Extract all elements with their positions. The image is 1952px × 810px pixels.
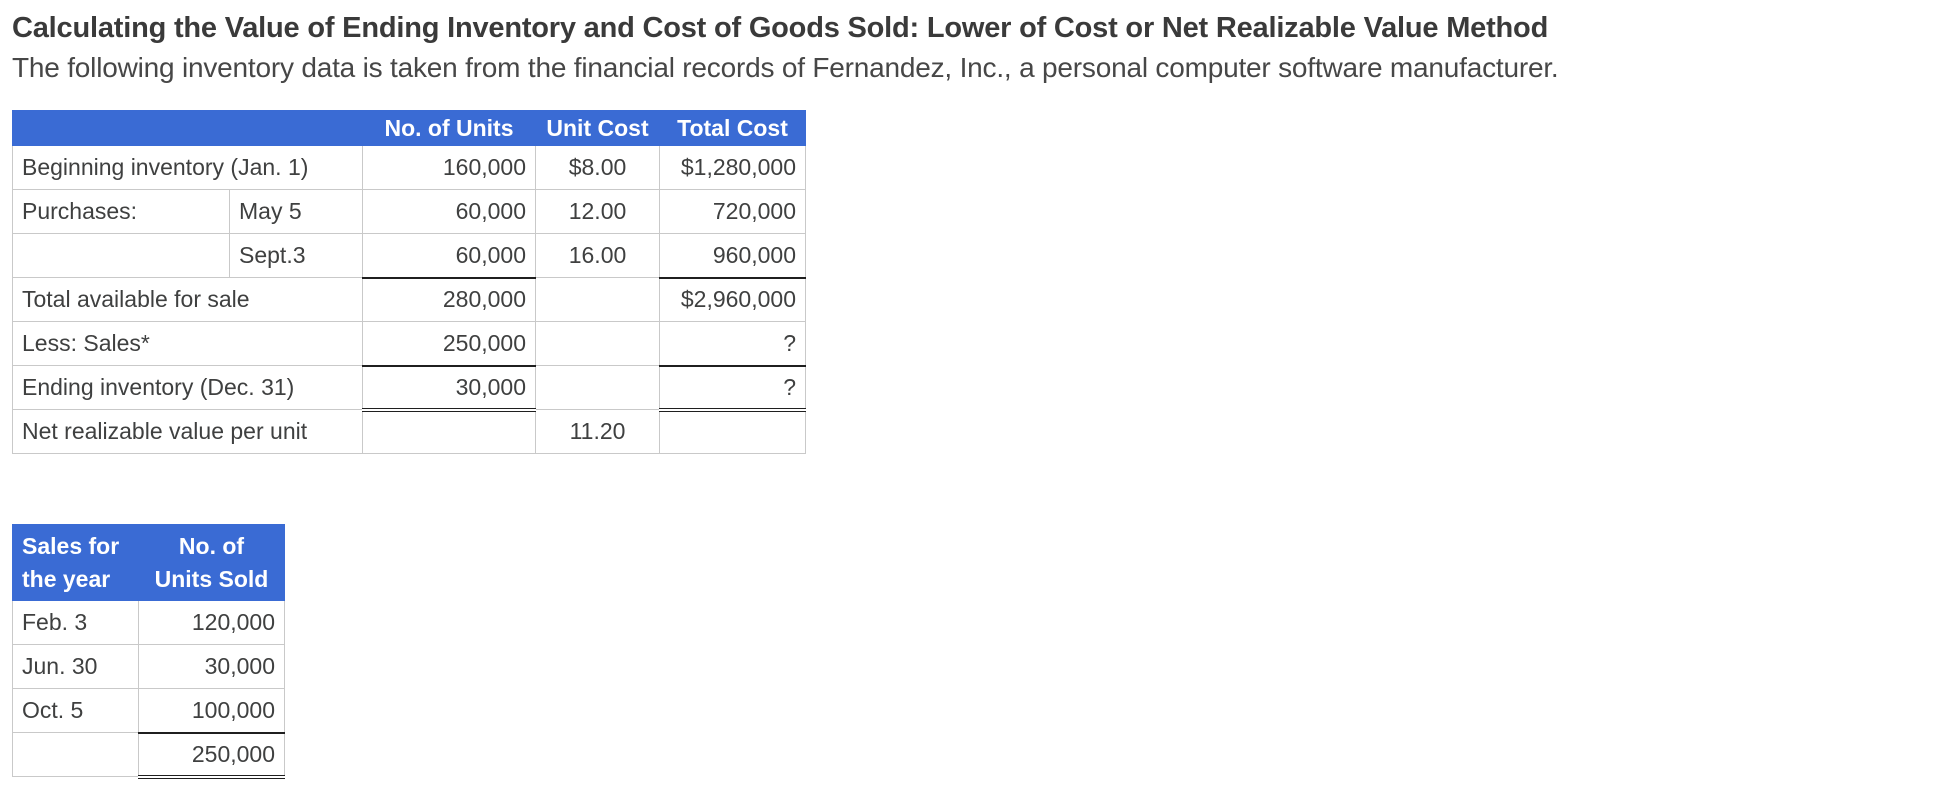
total-cost-cell: 960,000 <box>659 233 806 279</box>
sales-row-total: 250,000 <box>12 732 285 779</box>
inventory-header-units: No. of Units <box>362 110 536 146</box>
inventory-row-total-available: Total available for sale 280,000 $2,960,… <box>12 277 806 322</box>
page-content: Calculating the Value of Ending Inventor… <box>12 12 1559 779</box>
units-sold-cell: 100,000 <box>138 688 285 734</box>
page-title: Calculating the Value of Ending Inventor… <box>12 12 1549 44</box>
units-cell: 280,000 <box>362 277 536 322</box>
total-cost-cell: ? <box>659 365 806 412</box>
units-sold-cell: 120,000 <box>138 600 285 645</box>
units-cell: 250,000 <box>362 321 536 367</box>
unit-cost-cell: 11.20 <box>535 409 660 454</box>
units-sold-cell: 250,000 <box>138 732 285 779</box>
inventory-header-empty <box>12 110 363 146</box>
sale-date <box>12 732 139 777</box>
row-label: Purchases: <box>12 189 230 234</box>
sales-header-units-sold: No. of Units Sold <box>138 524 285 601</box>
sales-row-oct5: Oct. 5 100,000 <box>12 688 285 734</box>
sale-date: Feb. 3 <box>12 600 139 645</box>
unit-cost-cell <box>535 321 660 366</box>
row-label <box>12 233 230 278</box>
units-sold-cell: 30,000 <box>138 644 285 689</box>
row-label: Less: Sales* <box>12 321 363 366</box>
inventory-row-ending-inventory: Ending inventory (Dec. 31) 30,000 ? <box>12 365 806 412</box>
total-cost-cell: $1,280,000 <box>659 145 806 190</box>
row-label: Ending inventory (Dec. 31) <box>12 365 363 410</box>
inventory-row-purchase-sept3: Sept.3 60,000 16.00 960,000 <box>12 233 806 279</box>
sales-header-period-line2: the year <box>22 565 111 592</box>
unit-cost-cell <box>535 277 660 322</box>
sales-header-period-line1: Sales for <box>22 533 120 560</box>
total-cost-cell: $2,960,000 <box>659 277 806 322</box>
units-cell: 30,000 <box>362 365 536 412</box>
units-cell: 60,000 <box>362 233 536 279</box>
row-sublabel: May 5 <box>229 189 363 234</box>
row-label: Total available for sale <box>12 277 363 322</box>
inventory-row-less-sales: Less: Sales* 250,000 ? <box>12 321 806 367</box>
total-cost-cell: ? <box>659 321 806 367</box>
row-label: Net realizable value per unit <box>12 409 363 454</box>
units-cell: 60,000 <box>362 189 536 234</box>
sale-date: Jun. 30 <box>12 644 139 689</box>
inventory-row-net-realizable-value: Net realizable value per unit 11.20 <box>12 409 806 454</box>
total-cost-cell <box>659 409 806 454</box>
row-label: Beginning inventory (Jan. 1) <box>12 145 363 190</box>
row-sublabel: Sept.3 <box>229 233 363 278</box>
inventory-header-unit-cost: Unit Cost <box>535 110 660 146</box>
inventory-header-row: No. of Units Unit Cost Total Cost <box>12 110 806 146</box>
sales-table: Sales for the year No. of Units Sold Feb… <box>12 524 285 779</box>
sales-header-units-line2: Units Sold <box>154 565 269 592</box>
sales-row-jun30: Jun. 30 30,000 <box>12 644 285 689</box>
sales-row-feb3: Feb. 3 120,000 <box>12 600 285 645</box>
sales-header-row: Sales for the year No. of Units Sold <box>12 524 285 601</box>
sale-date: Oct. 5 <box>12 688 139 733</box>
sales-header-period: Sales for the year <box>12 524 139 601</box>
inventory-row-beginning: Beginning inventory (Jan. 1) 160,000 $8.… <box>12 145 806 190</box>
inventory-header-total-cost: Total Cost <box>659 110 806 146</box>
units-cell <box>362 409 536 454</box>
sales-header-units-line1: No. of <box>178 533 245 560</box>
total-cost-cell: 720,000 <box>659 189 806 234</box>
unit-cost-cell: 16.00 <box>535 233 660 278</box>
inventory-table: No. of Units Unit Cost Total Cost Beginn… <box>12 110 806 454</box>
page-subtitle: The following inventory data is taken fr… <box>12 52 1559 83</box>
unit-cost-cell <box>535 365 660 410</box>
unit-cost-cell: 12.00 <box>535 189 660 234</box>
inventory-row-purchase-may5: Purchases: May 5 60,000 12.00 720,000 <box>12 189 806 234</box>
units-cell: 160,000 <box>362 145 536 190</box>
unit-cost-cell: $8.00 <box>535 145 660 190</box>
